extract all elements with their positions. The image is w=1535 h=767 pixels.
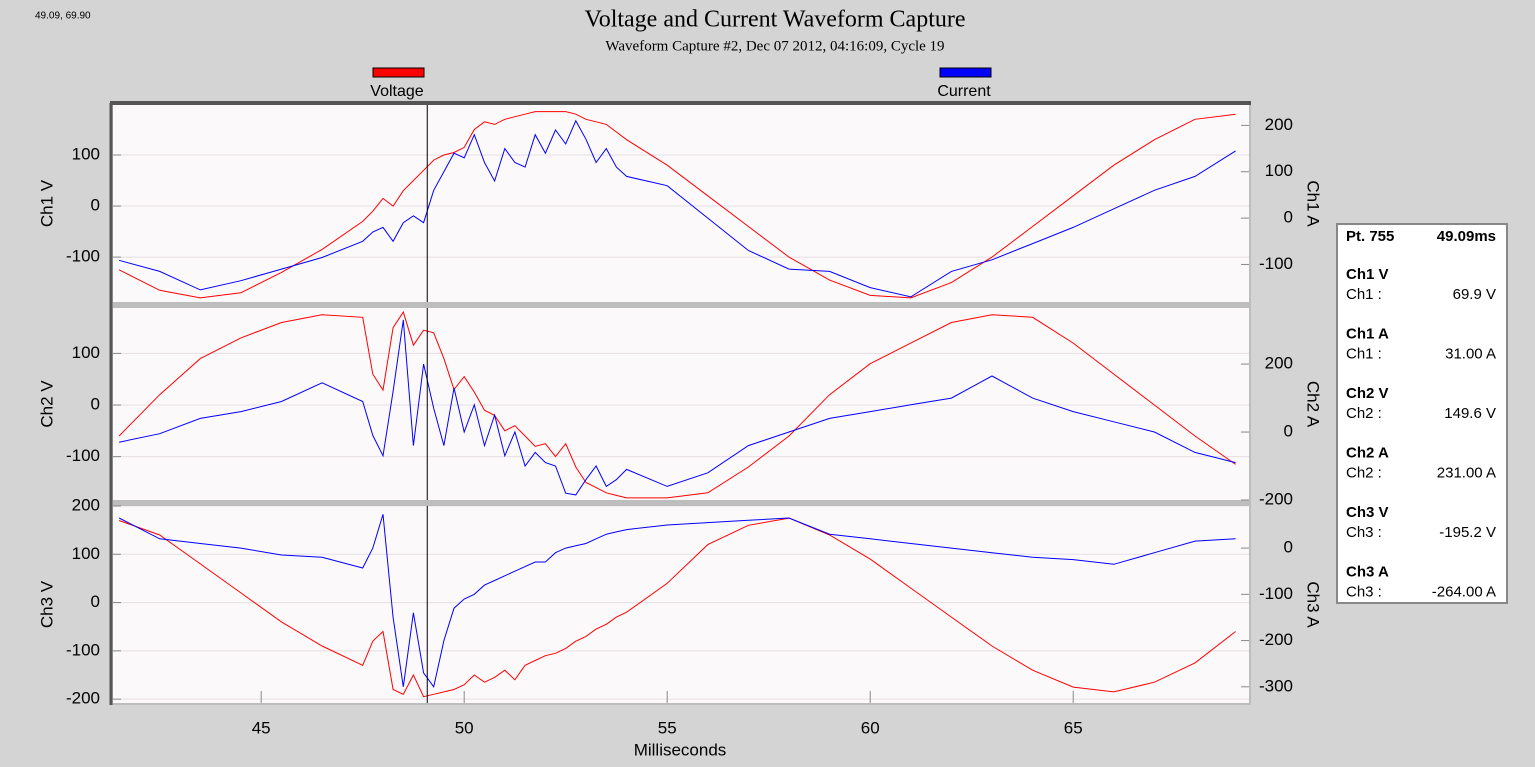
panel-content: [113, 308, 1249, 500]
y-tick-label: -200: [66, 689, 100, 708]
series-line: [118, 319, 1236, 496]
x-tick-label: 65: [1064, 718, 1083, 737]
info-value: -195.2 V: [1439, 524, 1496, 541]
y2-tick-label: -100: [1259, 584, 1293, 603]
info-label: Ch1 :: [1346, 286, 1382, 303]
y2-tick-label: -200: [1259, 489, 1293, 508]
info-title: Ch2 V: [1346, 385, 1389, 402]
y2-axis-label: Ch3 A: [1304, 581, 1323, 628]
y-axis-label: Ch3 V: [37, 580, 56, 628]
y-tick-label: -100: [66, 247, 100, 266]
legend-swatch: [939, 67, 992, 78]
panel-axes: -100 0 100 -100 0 100 200 Ch1 V Ch1 A: [37, 115, 1322, 273]
info-title: Ch3 V: [1346, 504, 1389, 521]
y2-tick-label: 200: [1265, 354, 1293, 373]
x-tick-label: 60: [861, 718, 880, 737]
info-label: Ch3 :: [1346, 524, 1382, 541]
x-tick-label: 55: [658, 718, 677, 737]
y2-tick-label: -100: [1259, 254, 1293, 273]
info-title: Ch1 A: [1346, 325, 1389, 342]
info-title: Ch2 A: [1346, 444, 1389, 461]
y-tick-label: -100: [66, 640, 100, 659]
info-time: 49.09ms: [1437, 228, 1496, 245]
y2-tick-label: -300: [1259, 676, 1293, 695]
y2-tick-label: 0: [1284, 538, 1293, 557]
panel: -200 -100 0 100 200 -300 -200 -100 0 Ch3 V Ch3 A 45…: [37, 495, 1322, 759]
legend-swatch: [372, 67, 425, 78]
chart-subtitle: Waveform Capture #2, Dec 07 2012, 04:16:…: [605, 38, 944, 54]
legend: Voltage Current: [370, 67, 992, 100]
info-title: Ch1 V: [1346, 266, 1389, 283]
panel-content: [113, 105, 1249, 302]
panel: -100 0 100 -200 0 200 Ch2 V Ch2 A: [37, 308, 1323, 509]
y2-axis-label: Ch1 A: [1304, 180, 1323, 227]
y2-tick-label: 0: [1284, 208, 1293, 227]
panel-content: [113, 506, 1249, 703]
plot-area: [113, 308, 1249, 500]
y-axis-label: Ch2 V: [37, 380, 56, 428]
y2-tick-label: -200: [1259, 630, 1293, 649]
y-tick-label: -100: [66, 446, 100, 465]
info-point: Pt. 755: [1346, 228, 1394, 245]
info-value: 149.6 V: [1444, 405, 1496, 422]
info-title: Ch3 A: [1346, 563, 1389, 580]
y-tick-label: 100: [72, 343, 100, 362]
y-tick-label: 0: [91, 395, 100, 414]
panel: -100 0 100 -100 0 100 200 Ch1 V Ch1 A: [37, 105, 1323, 302]
y-tick-label: 100: [72, 144, 100, 163]
y-tick-label: 0: [91, 592, 100, 611]
info-label: Ch2 :: [1346, 464, 1382, 481]
y-tick-label: 200: [72, 495, 100, 514]
info-label: Ch3 :: [1346, 583, 1382, 600]
y2-tick-label: 0: [1284, 422, 1293, 441]
info-label: Ch2 :: [1346, 405, 1382, 422]
panel-axes: -200 -100 0 100 200 -300 -200 -100 0 Ch3 V Ch3 A 45…: [37, 495, 1322, 759]
panel-axes: -100 0 100 -200 0 200 Ch2 V Ch2 A: [37, 343, 1322, 509]
y2-tick-label: 100: [1265, 161, 1293, 180]
y-axis-label: Ch1 V: [37, 179, 56, 227]
series-line: [118, 517, 1236, 698]
y-tick-label: 100: [72, 544, 100, 563]
series-line: [118, 111, 1236, 299]
info-box: [1336, 223, 1508, 604]
y2-tick-label: 200: [1265, 115, 1293, 134]
y2-axis-label: Ch2 A: [1304, 381, 1323, 428]
chart-title: Voltage and Current Waveform Capture: [584, 7, 965, 33]
info-value: 31.00 A: [1445, 345, 1496, 362]
info-panel: Pt. 755 49.09ms Ch1 V Ch1 : 69.9 V Ch1 A Ch1…: [1336, 223, 1508, 604]
series-line: [118, 119, 1236, 298]
series-line: [118, 310, 1236, 499]
info-value: 69.9 V: [1453, 286, 1496, 303]
x-tick-label: 50: [455, 718, 474, 737]
y-tick-label: 0: [91, 196, 100, 215]
legend-label: Current: [937, 83, 991, 100]
plot-area: [113, 105, 1249, 302]
series-line: [118, 514, 1236, 688]
x-tick-label: 45: [252, 718, 271, 737]
info-value: -264.00 A: [1432, 583, 1496, 600]
cursor-readout: 49.09, 69.90: [35, 11, 91, 22]
info-label: Ch1 :: [1346, 345, 1382, 362]
info-value: 231.00 A: [1437, 464, 1496, 481]
plot-area: [113, 506, 1249, 703]
x-axis-label: Milliseconds: [634, 740, 727, 759]
legend-label: Voltage: [370, 83, 423, 100]
